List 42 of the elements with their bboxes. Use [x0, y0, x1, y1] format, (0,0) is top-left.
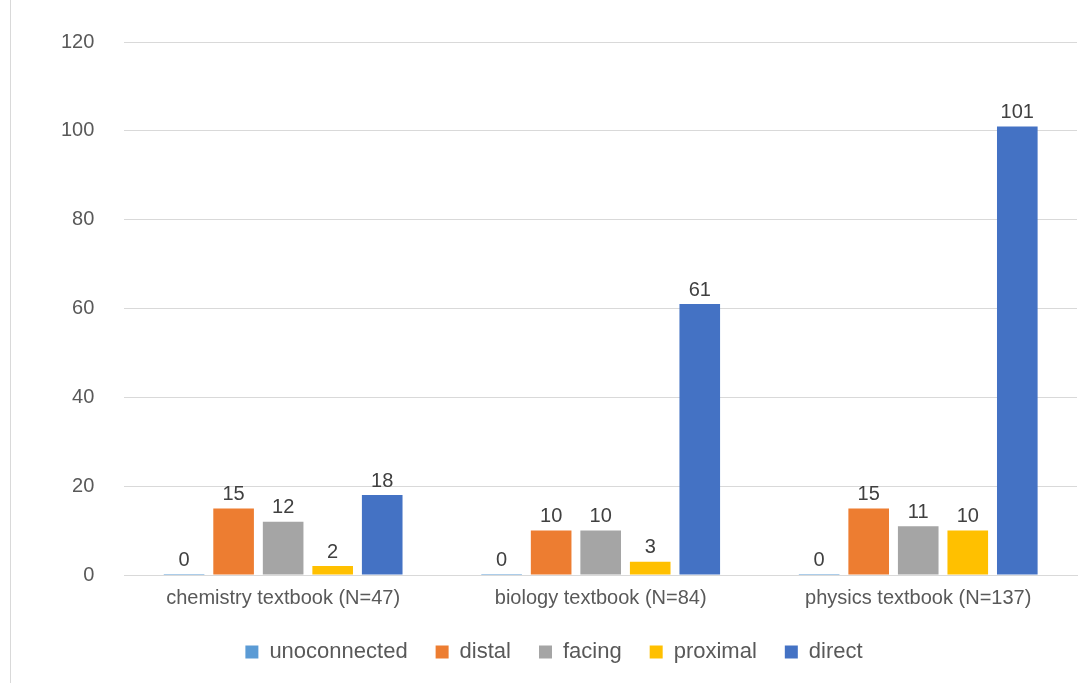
- data-label: 15: [222, 481, 245, 504]
- data-label: 2: [327, 539, 339, 562]
- data-label: 10: [589, 504, 612, 527]
- x-tick-label: physics textbook (N=137): [805, 585, 1032, 608]
- y-tick-label: 20: [72, 473, 95, 496]
- legend-label: facing: [562, 638, 622, 664]
- bar: [679, 304, 721, 575]
- data-label: 11: [907, 499, 929, 522]
- bar: [213, 508, 254, 575]
- bar: [580, 530, 621, 575]
- x-tick-label: biology textbook (N=84): [494, 585, 707, 608]
- y-tick-label: 120: [60, 29, 95, 52]
- data-label: 0: [178, 547, 190, 570]
- y-tick-label: 60: [72, 296, 95, 319]
- bar: [629, 561, 671, 575]
- data-label: 61: [688, 277, 711, 300]
- legend-label: direct: [808, 638, 863, 664]
- data-label: 101: [1000, 99, 1034, 122]
- data-label: 3: [644, 535, 656, 558]
- y-tick-label: 40: [72, 384, 95, 407]
- data-label: 0: [813, 547, 825, 570]
- y-tick-label: 0: [83, 562, 95, 585]
- data-label: 10: [956, 504, 979, 527]
- data-label: 12: [272, 495, 295, 518]
- bar: [897, 526, 939, 575]
- bar: [848, 508, 889, 575]
- data-label: 18: [371, 468, 394, 491]
- bar: [312, 566, 353, 575]
- x-tick-label: chemistry textbook (N=47): [166, 585, 401, 608]
- bar: [530, 530, 572, 575]
- y-tick-label: 100: [60, 118, 95, 141]
- legend-label: unoconnected: [269, 638, 408, 664]
- data-label: 15: [857, 481, 880, 504]
- y-tick-label: 80: [72, 207, 95, 230]
- bar: [947, 530, 989, 575]
- data-label: 10: [540, 504, 563, 527]
- legend-label: distal: [459, 638, 511, 664]
- data-label: 0: [496, 547, 508, 570]
- bar: [262, 521, 304, 575]
- bar: [996, 126, 1038, 575]
- bar: [361, 495, 403, 575]
- legend-label: proximal: [673, 638, 757, 664]
